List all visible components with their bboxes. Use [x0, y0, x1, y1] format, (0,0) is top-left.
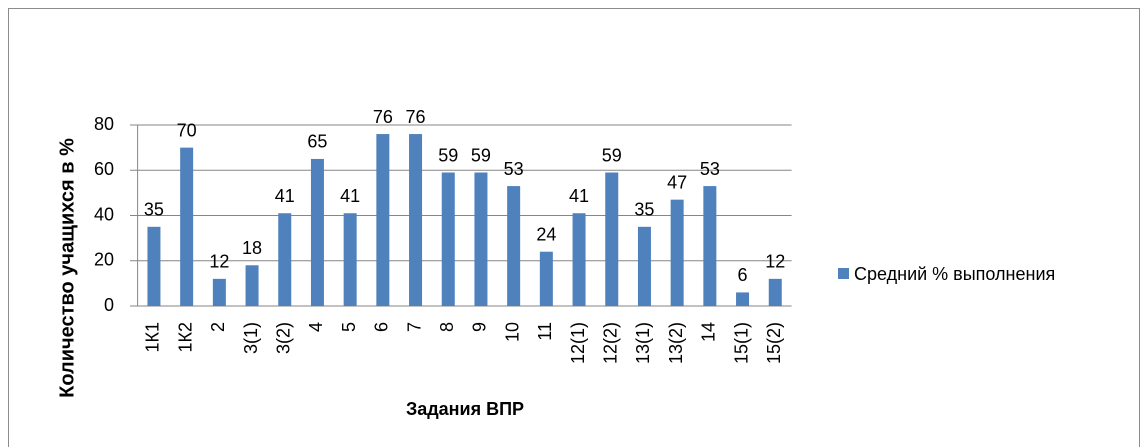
bar	[768, 278, 782, 306]
data-label: 12	[209, 252, 229, 272]
x-tick-label: 1К2	[175, 322, 195, 353]
bar	[278, 213, 292, 306]
x-tick-label: 11	[535, 322, 555, 341]
data-label: 35	[634, 200, 654, 220]
x-tick-label: 2	[208, 322, 228, 332]
data-label: 70	[177, 120, 197, 140]
bar	[310, 158, 324, 306]
x-tick-label: 7	[404, 322, 424, 332]
x-tick-label: 1К1	[143, 322, 163, 353]
bar	[605, 172, 619, 306]
x-tick-label: 15(1)	[731, 322, 751, 364]
x-tick-label: 14	[699, 322, 719, 342]
data-label: 53	[700, 159, 720, 179]
data-label: 59	[602, 145, 622, 165]
bar	[212, 278, 226, 306]
bar	[539, 251, 553, 306]
x-tick-label: 3(1)	[241, 322, 261, 354]
x-tick-label: 12(1)	[568, 322, 588, 364]
data-label: 24	[536, 224, 556, 244]
data-label: 65	[307, 132, 327, 152]
bar	[376, 134, 390, 306]
x-tick-label: 15(2)	[764, 322, 784, 364]
bar	[474, 172, 488, 306]
bar	[637, 226, 651, 306]
bar	[441, 172, 455, 306]
bar	[670, 199, 684, 306]
legend-swatch	[838, 268, 849, 279]
bar	[180, 147, 194, 306]
data-label: 53	[504, 159, 524, 179]
data-label: 59	[438, 145, 458, 165]
bar	[245, 265, 259, 306]
data-label: 41	[569, 186, 589, 206]
x-tick-label: 9	[470, 322, 490, 332]
bar	[736, 292, 750, 306]
data-label: 6	[738, 265, 748, 285]
x-tick-label: 4	[306, 322, 326, 332]
x-axis-title: Задания ВПР	[406, 399, 524, 419]
bar	[409, 134, 423, 306]
bar	[147, 226, 161, 306]
data-label: 76	[373, 107, 393, 127]
bar	[343, 213, 357, 306]
data-label: 47	[667, 172, 687, 192]
bar	[703, 186, 717, 306]
bar	[507, 186, 521, 306]
y-tick-label: 20	[94, 250, 114, 270]
y-tick-label: 0	[104, 295, 114, 315]
x-tick-label: 8	[437, 322, 457, 332]
x-tick-label: 12(2)	[601, 322, 621, 364]
x-tick-label: 6	[372, 322, 392, 332]
data-label: 59	[471, 145, 491, 165]
data-label: 41	[275, 186, 295, 206]
x-tick-label: 3(2)	[274, 322, 294, 354]
x-tick-label: 10	[502, 322, 522, 342]
data-label: 18	[242, 238, 262, 258]
plot: Задания ВПР Количество учащихся в % 0 20 4…	[56, 107, 1055, 419]
y-tick-label: 80	[94, 114, 114, 134]
data-label: 76	[406, 107, 426, 127]
data-label: 35	[144, 200, 164, 220]
legend-label: Средний % выполнения	[854, 264, 1055, 284]
data-label: 41	[340, 186, 360, 206]
y-axis-title: Количество учащихся в %	[56, 138, 78, 398]
x-tick-label: 13(2)	[666, 322, 686, 364]
bar	[572, 213, 586, 306]
y-tick-label: 40	[94, 204, 114, 224]
data-label: 12	[765, 252, 785, 272]
x-tick-label: 5	[339, 322, 359, 332]
x-tick-label: 13(1)	[633, 322, 653, 364]
y-tick-label: 60	[94, 159, 114, 179]
